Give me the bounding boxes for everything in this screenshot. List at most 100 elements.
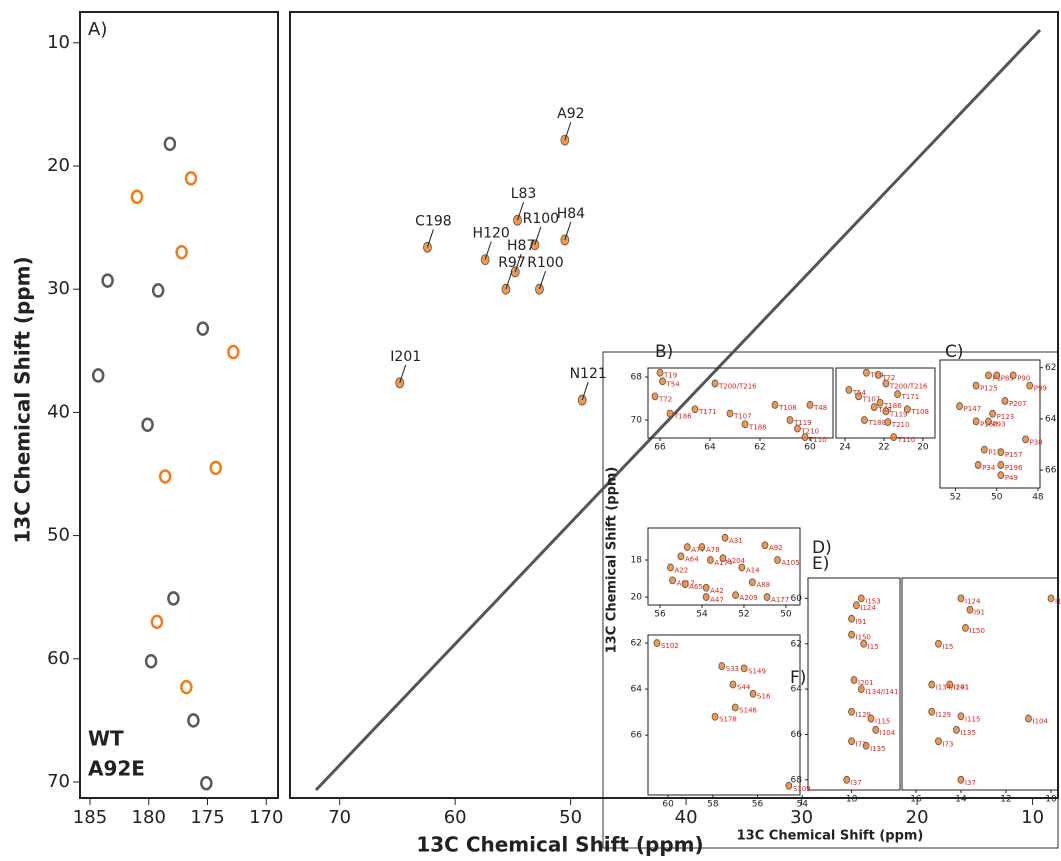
peak [749, 689, 757, 698]
peak [721, 533, 729, 542]
x-tick-label: 54 [797, 800, 809, 810]
peak [972, 417, 980, 426]
peak [957, 594, 965, 603]
peak-label: A77 [691, 546, 705, 554]
legend-label: WT [88, 727, 124, 751]
peak-label: T72 [881, 374, 895, 382]
peak-label: T107 [733, 413, 752, 421]
peak-label: A92 [557, 106, 584, 122]
peak [946, 680, 954, 689]
x-tick-label: 20 [906, 807, 929, 828]
peak-label: P93 [992, 420, 1005, 428]
peak [184, 171, 198, 186]
peak [972, 381, 980, 390]
peak-label: A177 [771, 596, 789, 604]
peak [870, 403, 878, 411]
y-tick-label: 60 [791, 594, 803, 604]
peak [786, 416, 794, 424]
peak-label: I15 [942, 643, 953, 651]
peak [862, 741, 870, 750]
y-tick-label: 20 [47, 155, 70, 176]
peak [741, 420, 749, 429]
y-tick-label: 60 [47, 648, 70, 669]
peak [966, 605, 974, 614]
peak-label: P90 [1017, 374, 1030, 382]
peak [683, 543, 691, 551]
peak [884, 418, 892, 427]
peak-label: P99 [1034, 385, 1047, 393]
peak [669, 576, 676, 585]
peak [702, 583, 710, 592]
peak-label: I201 [858, 679, 873, 687]
peak-label: I73 [856, 740, 867, 748]
x-tick-label: 22 [878, 443, 889, 453]
y-tick-label: 68 [791, 775, 803, 785]
peak-label: T108 [910, 408, 929, 416]
peak [843, 775, 851, 784]
peak-label: P85 [1001, 374, 1014, 382]
x-tick-label: 175 [190, 807, 224, 828]
peak-label: S149 [748, 667, 766, 675]
peak-label: T110 [897, 436, 916, 444]
diagonal [314, 28, 1042, 792]
y-tick-label: 20 [631, 593, 643, 603]
x-tick-label: 20 [917, 443, 929, 453]
y-tick-label: 10 [47, 32, 70, 53]
peak-label: I91 [856, 618, 867, 626]
y-tick-label: 66 [1045, 466, 1057, 476]
peak-label: P17 [988, 449, 1001, 457]
x-axis-label: 13C Chemical Shift (ppm) [737, 829, 924, 844]
peak-label: I15 [868, 643, 879, 651]
leader [538, 271, 546, 290]
panel-frame [79, 11, 279, 799]
peak-label: H87 [507, 238, 535, 254]
x-tick-label: 66 [654, 443, 666, 453]
peak-label: S109 [793, 785, 811, 793]
y-tick-label: 50 [47, 525, 70, 546]
x-tick-label: 52 [738, 610, 749, 620]
peak-label: I134/I141 [865, 688, 898, 696]
peak [738, 563, 746, 572]
peak-label: P38 [1030, 438, 1043, 446]
peak-label: T119 [793, 419, 812, 427]
y-tick-label: 66 [631, 731, 643, 741]
peak-label: T188 [867, 419, 886, 427]
peak [861, 416, 868, 424]
peak [763, 593, 771, 601]
x-tick-label: 16 [910, 795, 922, 805]
leader [564, 221, 572, 241]
peak-label: T119 [889, 410, 908, 418]
peak [935, 737, 942, 746]
y-axis-label: 13C Chemical Shift (ppm) [11, 256, 35, 543]
leader [514, 253, 522, 273]
leader [517, 202, 524, 221]
panel-label: F) [790, 668, 806, 688]
x-tick-label: 62 [754, 443, 765, 453]
y-tick-label: 30 [47, 278, 70, 299]
peak-label: S178 [719, 716, 737, 724]
x-tick-label: 18 [846, 795, 858, 805]
peak [848, 737, 855, 746]
peak [850, 676, 858, 684]
peak [794, 424, 801, 433]
peak-label: A14 [746, 566, 760, 574]
peak [903, 405, 911, 414]
peak-label: I104 [1033, 718, 1049, 726]
x-tick-label: 185 [73, 807, 107, 828]
peak [653, 639, 661, 647]
peak-label: R100 [523, 211, 559, 227]
peak [848, 630, 855, 639]
peak [706, 556, 714, 564]
panel-label: D) [812, 538, 832, 558]
peak-label: I150 [969, 627, 984, 635]
peak [863, 368, 870, 377]
peak [227, 344, 240, 360]
peak-label: H84 [557, 206, 585, 222]
leader [426, 229, 434, 248]
peak [771, 401, 779, 409]
peak [726, 409, 734, 418]
peak-label: H120 [473, 226, 510, 242]
peak-label: I129 [936, 711, 951, 719]
panel-frame [939, 359, 1041, 489]
y-tick-label: 64 [1045, 414, 1057, 424]
